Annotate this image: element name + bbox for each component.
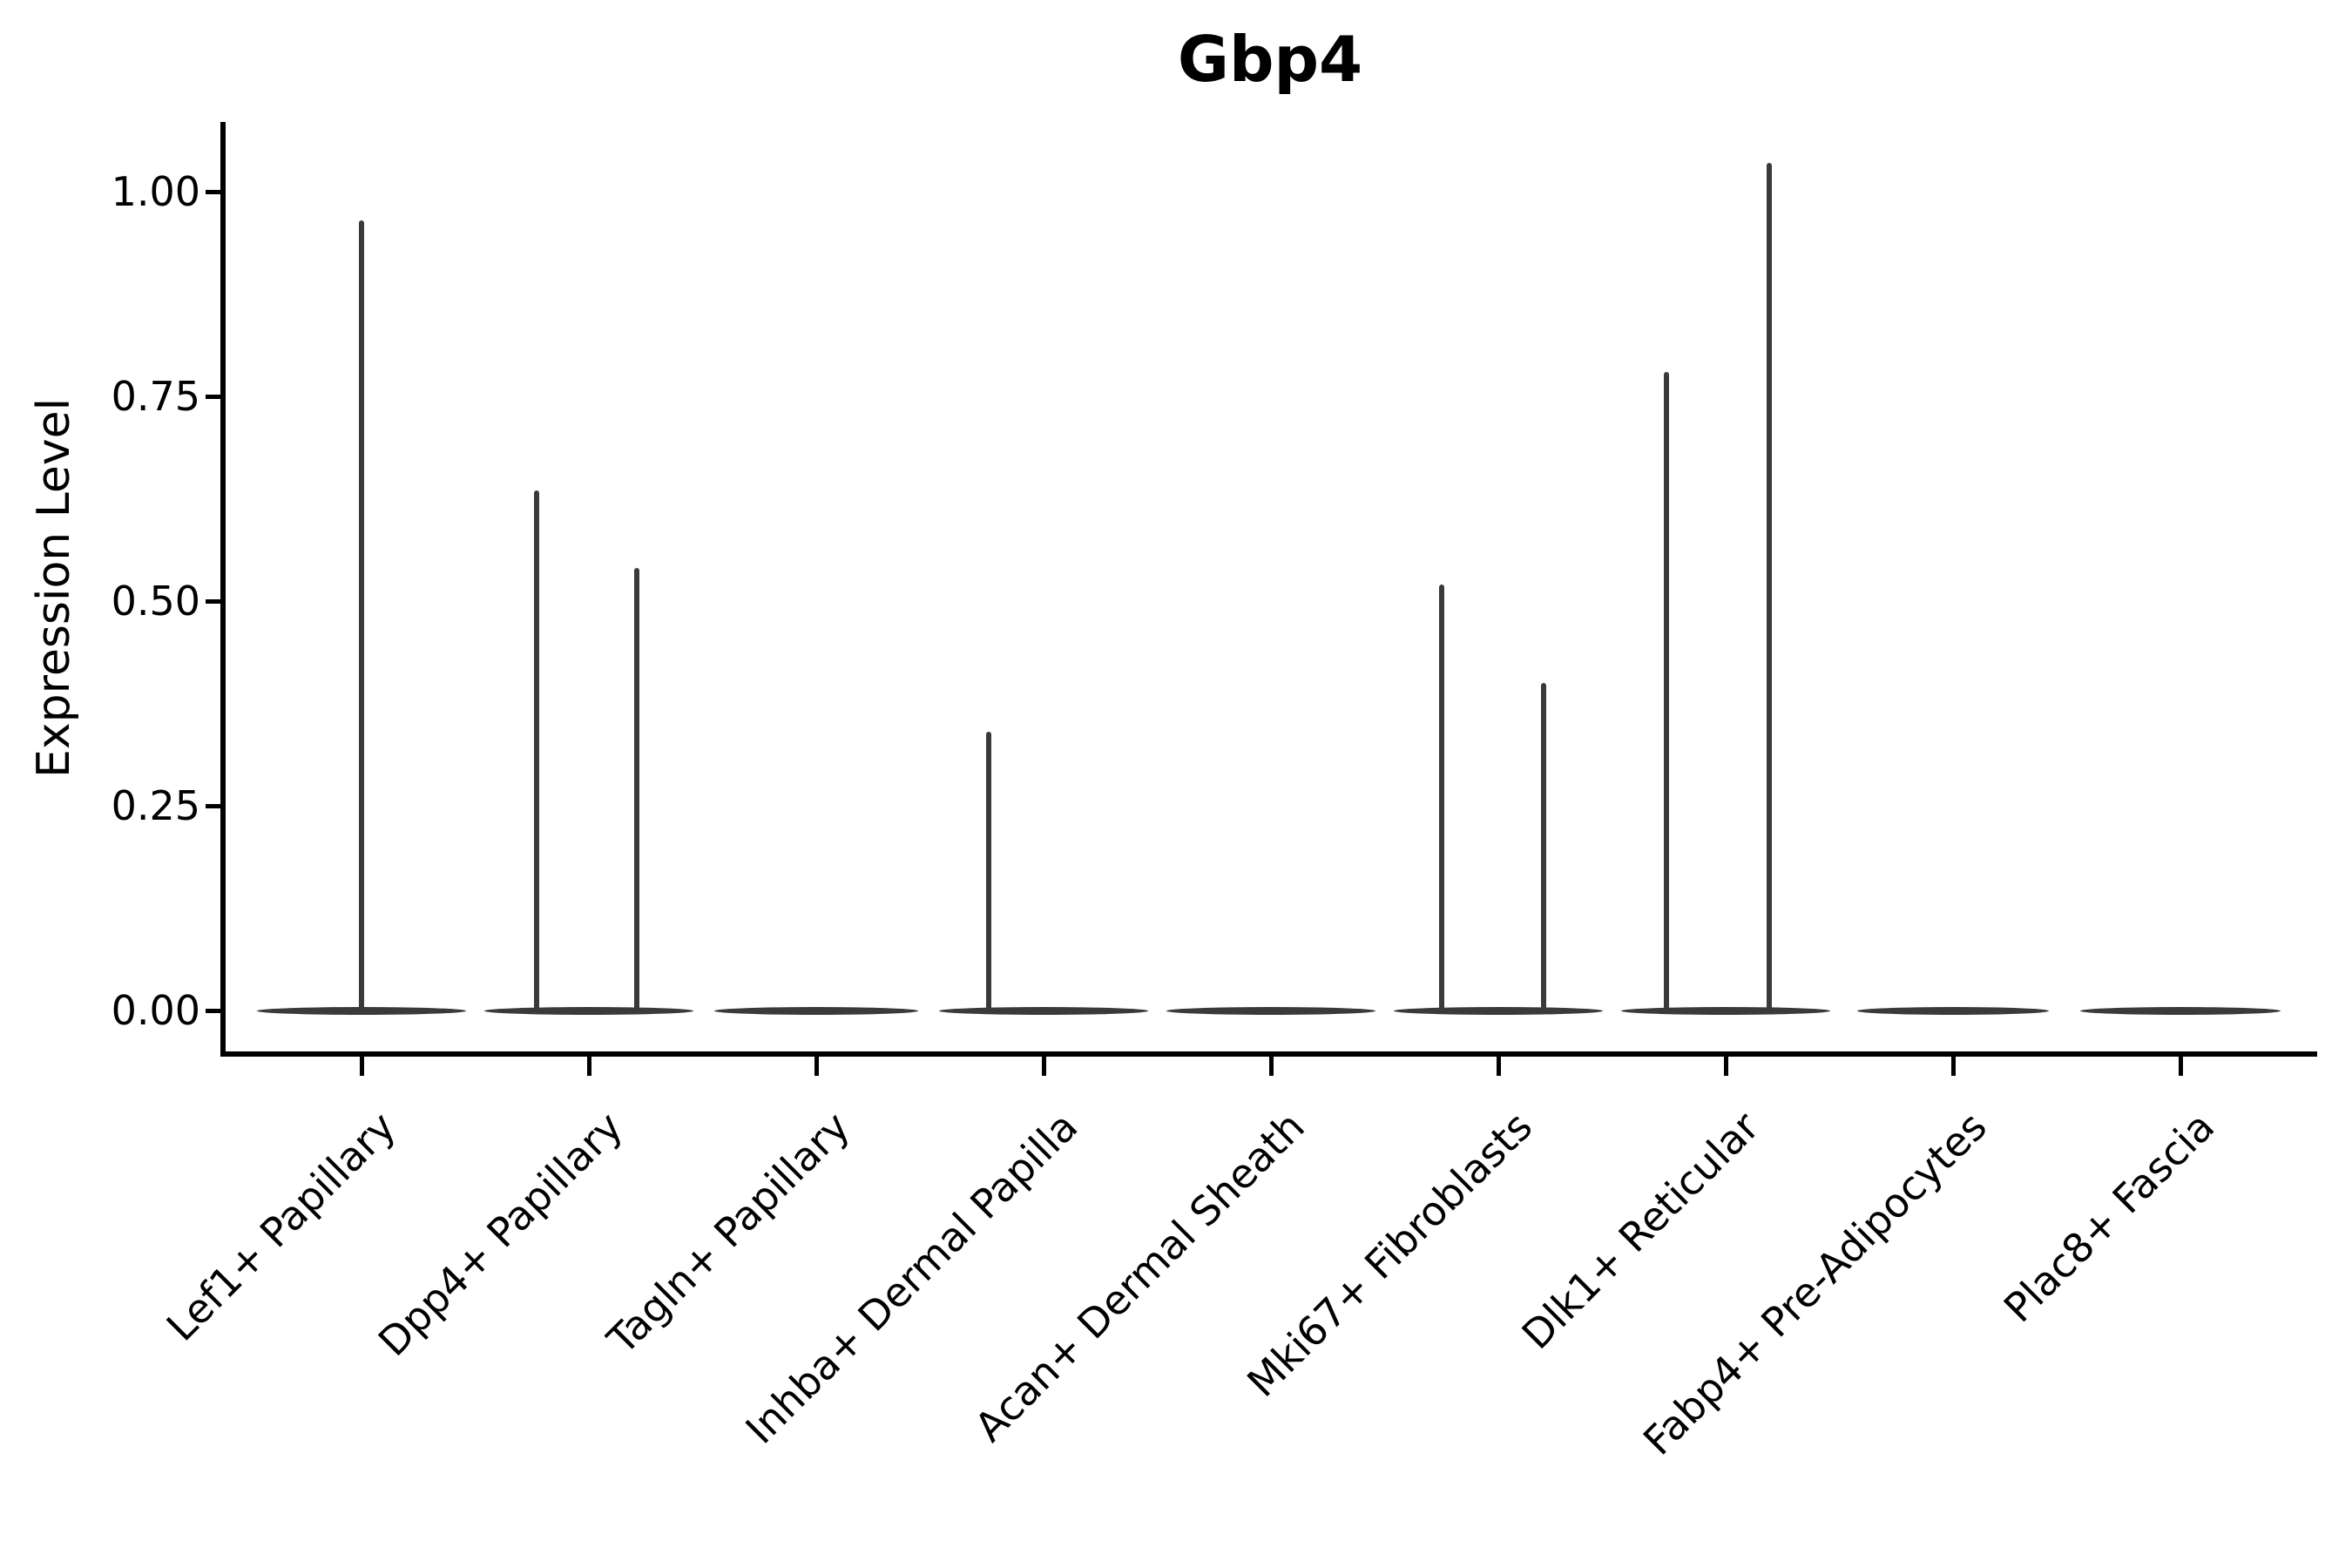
violin-body: [713, 1007, 919, 1015]
y-tick-label: 0.00: [111, 987, 200, 1034]
violin-body: [1166, 1007, 1376, 1015]
y-tick-label: 0.50: [111, 578, 200, 625]
violin-body: [938, 1007, 1149, 1015]
y-tick: [206, 394, 221, 399]
violin-body: [2080, 1007, 2281, 1015]
y-tick: [206, 189, 221, 194]
y-axis-spine: [220, 122, 226, 1057]
x-tick-label: Plac8+ Fascia: [1994, 1102, 2224, 1332]
expression-spike: [533, 490, 539, 1010]
y-axis-label: Expression Level: [28, 397, 80, 779]
y-tick-label: 0.25: [111, 782, 200, 829]
expression-spike: [1541, 683, 1547, 1010]
violin-body: [1393, 1007, 1604, 1015]
y-tick: [206, 598, 221, 604]
x-tick: [2178, 1057, 2183, 1076]
x-tick: [586, 1057, 591, 1076]
x-tick: [359, 1057, 364, 1076]
x-tick: [814, 1057, 819, 1076]
x-tick-label: Dlk1+ Reticular: [1512, 1102, 1769, 1359]
y-tick-label: 1.00: [111, 168, 200, 215]
x-tick: [1950, 1057, 1956, 1076]
violin-body: [256, 1007, 467, 1015]
x-tick: [1268, 1057, 1274, 1076]
x-tick: [1723, 1057, 1728, 1076]
expression-spike: [1766, 163, 1772, 1010]
x-tick: [1041, 1057, 1046, 1076]
violin-body: [483, 1007, 694, 1015]
x-axis-spine: [220, 1051, 2317, 1057]
expression-spike: [1664, 371, 1670, 1010]
expression-spike: [1438, 585, 1444, 1010]
x-tick: [1496, 1057, 1501, 1076]
expression-spike: [633, 568, 639, 1010]
y-tick-label: 0.75: [111, 373, 200, 420]
x-tick-label: Lef1+ Papillary: [157, 1102, 405, 1350]
expression-spike: [986, 732, 992, 1010]
violin-body: [1857, 1007, 2049, 1015]
expression-spike: [359, 220, 364, 1010]
y-tick: [206, 1008, 221, 1013]
x-tick-label: Dpp4+ Papillary: [368, 1102, 632, 1366]
x-tick-label: Tagln+ Papillary: [598, 1102, 860, 1363]
chart-title: Gbp4: [1177, 23, 1363, 96]
violin-body: [1620, 1007, 1831, 1015]
y-tick: [206, 803, 221, 808]
